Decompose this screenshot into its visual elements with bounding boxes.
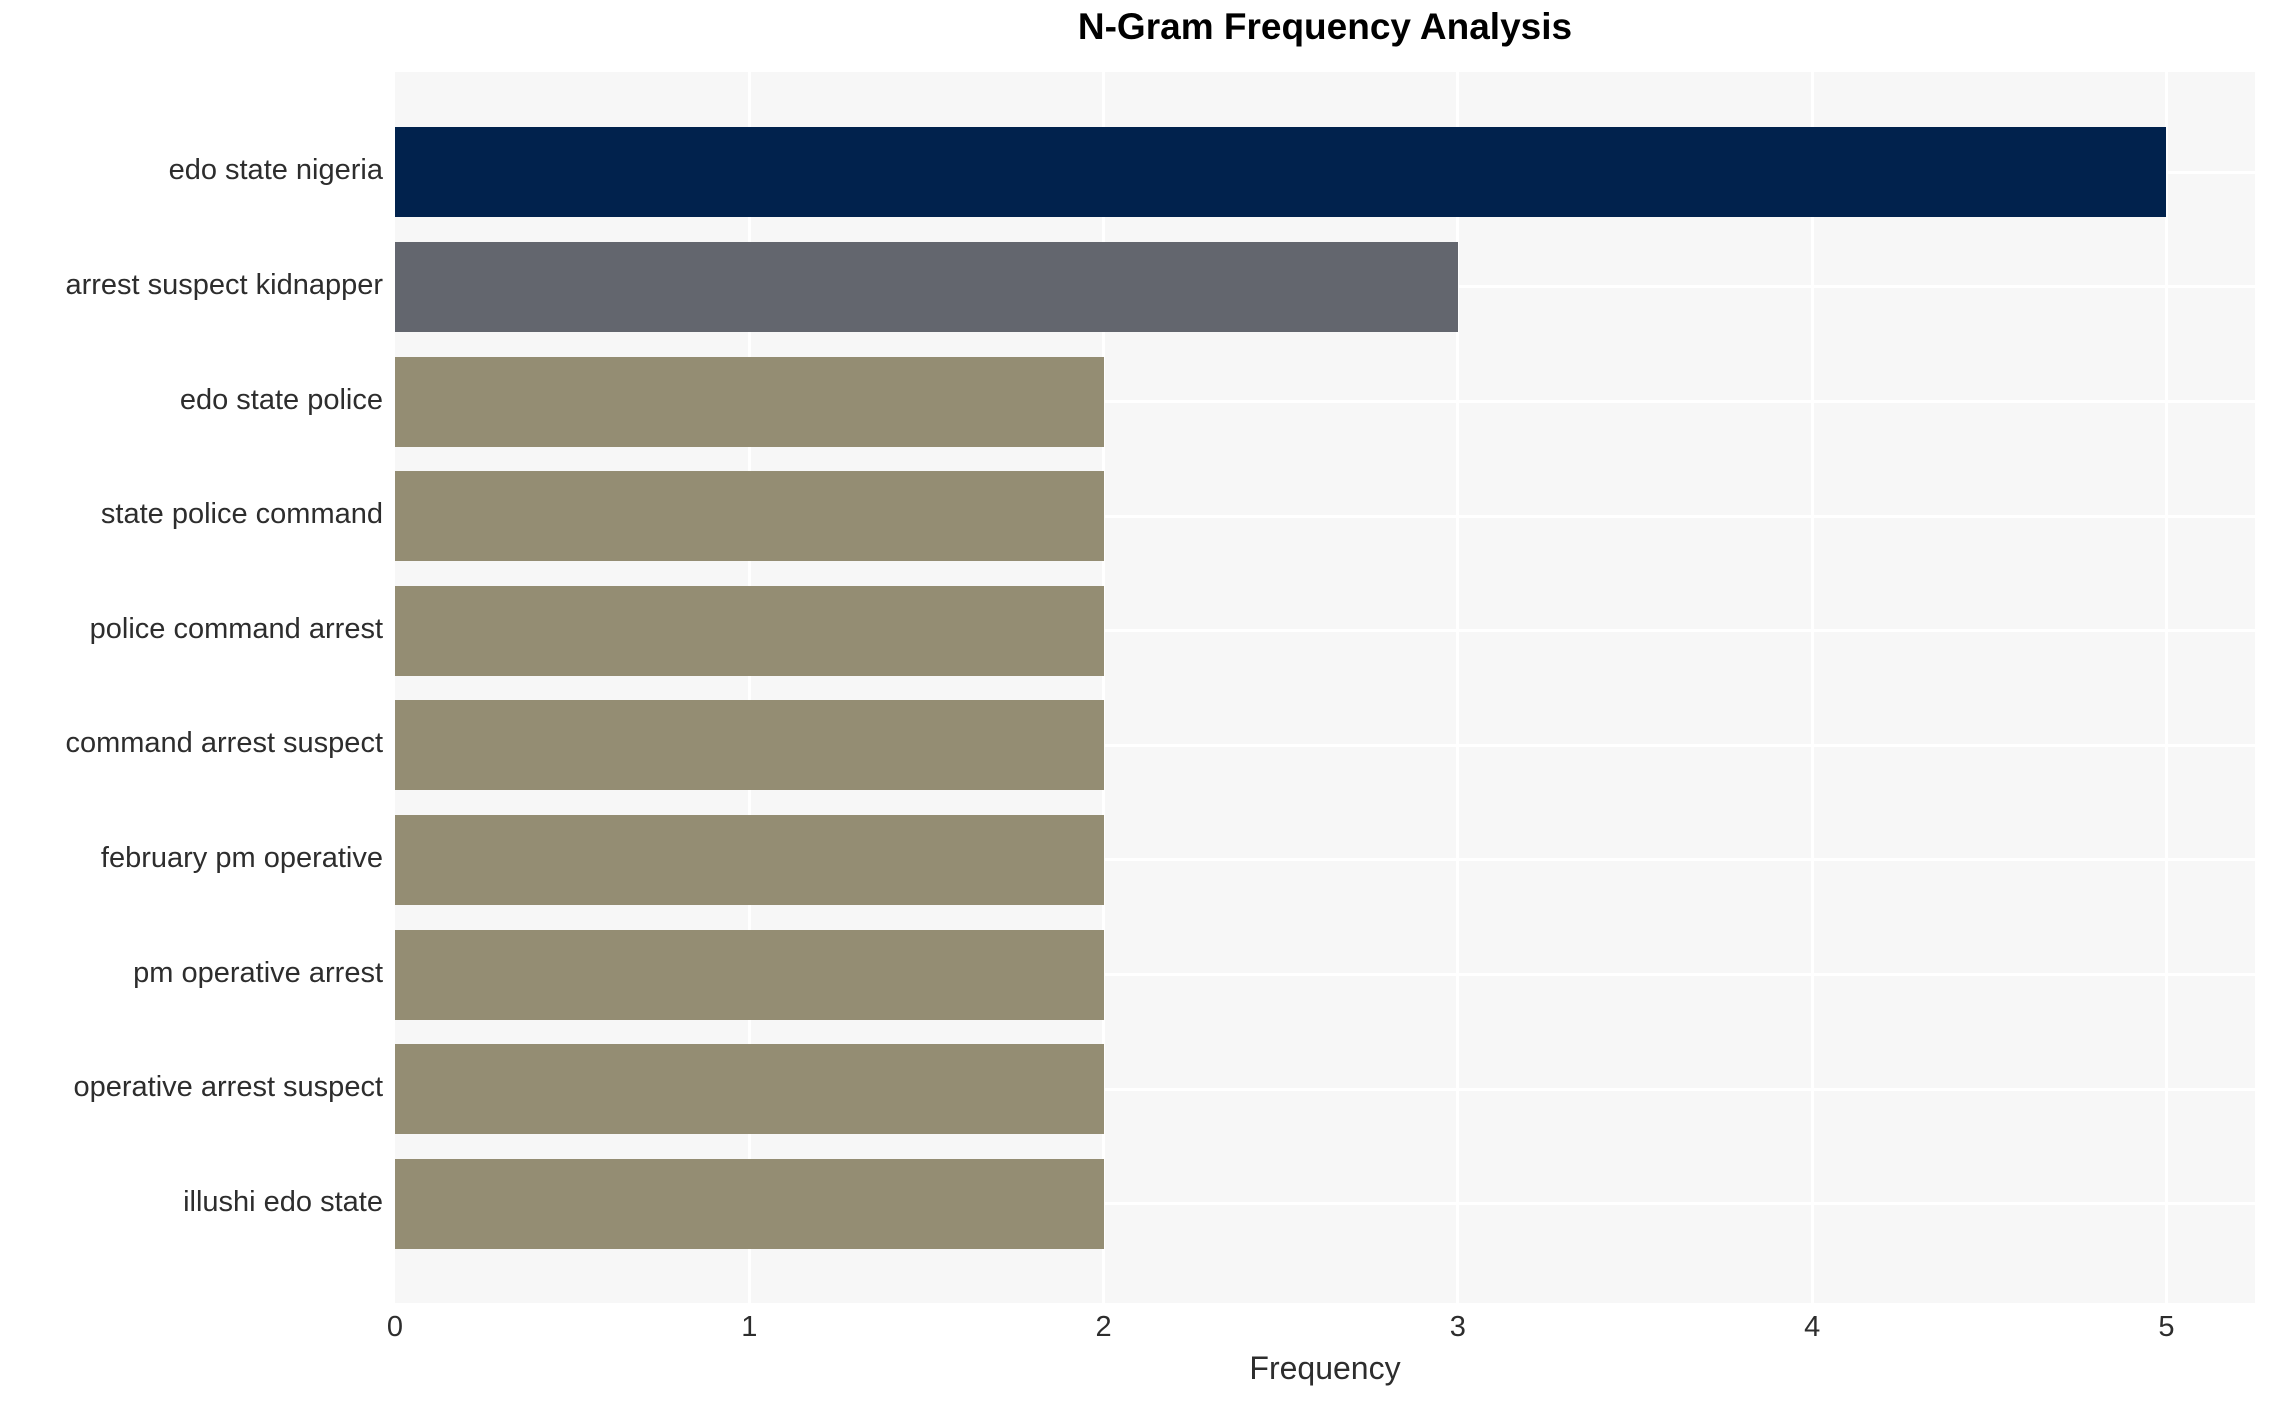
x-gridline (747, 72, 751, 1303)
y-gridline (395, 743, 2255, 747)
bar-operative-arrest-suspect (395, 1044, 1104, 1135)
y-tick-label: command arrest suspect (65, 727, 383, 760)
x-gridline (1810, 72, 1814, 1303)
x-tick-label: 4 (1804, 1311, 1821, 1343)
x-tick-label: 2 (1095, 1311, 1112, 1343)
bar-pm-operative-arrest (395, 929, 1104, 1020)
x-tick-label: 5 (2158, 1311, 2175, 1343)
bar-illushi-edo-state (395, 1158, 1104, 1249)
y-tick-label: state police command (100, 498, 383, 531)
x-gridline (1456, 72, 1460, 1303)
bar-edo-state-nigeria (395, 127, 2167, 218)
bar-police-command-arrest (395, 585, 1104, 676)
y-tick-label: pm operative arrest (133, 956, 383, 989)
x-gridline (1102, 72, 1106, 1303)
y-gridline (395, 973, 2255, 976)
y-tick-label: february pm operative (100, 841, 383, 874)
bar-state-police-command (395, 471, 1104, 562)
y-tick-label: operative arrest suspect (73, 1071, 383, 1104)
bar-edo-state-police (395, 356, 1104, 447)
y-gridline (395, 400, 2255, 403)
x-tick-label: 1 (741, 1311, 758, 1343)
y-gridline (395, 1202, 2255, 1206)
bar-arrest-suspect-kidnapper (395, 241, 1458, 332)
x-axis-title: Frequency (1249, 1350, 1401, 1386)
plot-area (395, 72, 2255, 1303)
x-tick-label: 3 (1449, 1311, 1466, 1343)
y-tick-label: illushi edo state (183, 1185, 383, 1218)
x-tick-label: 0 (386, 1311, 404, 1343)
y-tick-label: police command arrest (89, 612, 383, 645)
bar-command-arrest-suspect (395, 700, 1104, 791)
y-gridline (395, 1087, 2255, 1091)
y-gridline (395, 629, 2255, 633)
y-gridline (395, 858, 2255, 862)
y-gridline (395, 514, 2255, 518)
chart-title: N-Gram Frequency Analysis (1077, 6, 1573, 47)
y-tick-label: edo state police (179, 383, 383, 416)
y-tick-label: edo state nigeria (168, 154, 383, 187)
y-tick-label: arrest suspect kidnapper (65, 268, 383, 301)
x-gridline (2164, 72, 2168, 1303)
bar-february-pm-operative (395, 814, 1104, 905)
